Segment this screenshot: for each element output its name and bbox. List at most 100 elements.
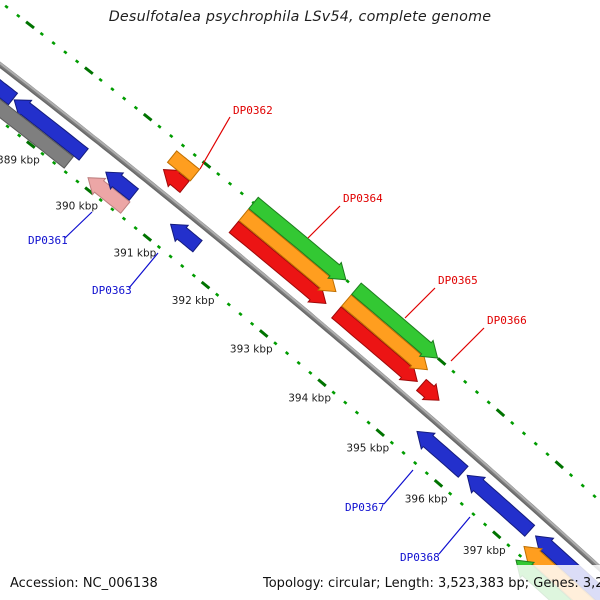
ruler-minor-tick xyxy=(308,370,313,375)
ruler-minor-tick xyxy=(133,105,139,110)
ruler-major-tick xyxy=(492,530,502,540)
genome-backbone xyxy=(0,61,600,573)
ruler-major-tick xyxy=(433,478,444,488)
accession-text: Accession: NC_006138 xyxy=(10,576,158,591)
ruler-minor-tick xyxy=(459,501,464,506)
gene-arrow-DP0365-a xyxy=(330,306,418,382)
ruler-minor-tick xyxy=(191,273,197,278)
ruler-minor-tick xyxy=(216,172,221,177)
ruler-minor-tick xyxy=(510,420,515,426)
ruler-minor-tick xyxy=(98,77,103,82)
ruler-major-tick xyxy=(25,140,36,149)
ruler-minor-tick xyxy=(17,133,22,138)
ruler-minor-tick xyxy=(63,50,68,55)
gene-label-DP0364: DP0364 xyxy=(343,192,383,205)
gene-arrow-DP0366 xyxy=(415,378,440,401)
ruler-minor-tick xyxy=(451,369,456,374)
ruler-minor-tick xyxy=(521,431,527,436)
ruler-minor-tick xyxy=(568,473,574,478)
genome-backbone-highlight xyxy=(0,61,600,568)
leader-line-DP0364 xyxy=(307,205,341,239)
leader-line-DP0368 xyxy=(438,516,471,555)
ruler-minor-tick xyxy=(424,471,429,476)
gene-arrow-DP0365-b xyxy=(340,294,429,371)
ruler-minor-tick xyxy=(168,254,173,259)
ruler-minor-tick xyxy=(447,491,453,496)
ruler-minor-tick xyxy=(40,151,45,156)
genome-backbone-shadow xyxy=(0,66,600,572)
gene-label-DP0365: DP0365 xyxy=(438,274,478,287)
ruler-minor-tick xyxy=(110,87,115,92)
ruler-minor-tick xyxy=(413,460,418,466)
gene-arrow-DP0364-b xyxy=(238,208,337,293)
ruler-minor-tick xyxy=(39,31,44,37)
ruler-minor-tick xyxy=(16,13,21,18)
kbp-label-390: 390 kbp xyxy=(55,201,98,213)
ruler-minor-tick xyxy=(192,152,197,158)
leader-line-DP0365 xyxy=(404,287,436,319)
ruler-minor-tick xyxy=(533,441,538,446)
kbp-label-389: 389 kbp xyxy=(0,155,40,167)
gene-arrow-DP0365-c xyxy=(350,282,439,359)
ruler-minor-tick xyxy=(249,321,255,326)
ruler-major-tick xyxy=(84,66,94,75)
ruler-minor-tick xyxy=(331,390,336,395)
ruler-minor-tick xyxy=(284,351,290,356)
ruler-minor-tick xyxy=(580,483,585,488)
ruler-minor-tick xyxy=(239,191,244,196)
ruler-minor-tick xyxy=(517,553,523,558)
kbp-label-397: 397 kbp xyxy=(463,545,506,557)
ruler-minor-tick xyxy=(238,312,243,317)
ruler-major-tick xyxy=(25,20,35,30)
gene-arrow-cds-1 xyxy=(0,78,19,106)
ruler-minor-tick xyxy=(51,41,56,46)
ruler-minor-tick xyxy=(122,96,127,101)
genome-backbone-layer xyxy=(0,61,600,573)
ruler-major-tick xyxy=(142,233,153,242)
gene-label-DP0368: DP0368 xyxy=(400,551,440,564)
ruler-minor-tick xyxy=(180,263,185,269)
ruler-minor-tick xyxy=(157,124,162,129)
ruler-major-tick xyxy=(375,428,385,438)
genome-title: Desulfotalea psychrophila LSv54, complet… xyxy=(108,9,492,25)
gene-label-DP0363: DP0363 xyxy=(92,284,132,297)
gene-arrow-DP0364-c xyxy=(248,196,347,281)
ruler-minor-tick xyxy=(486,400,491,405)
gene-label-DP0361: DP0361 xyxy=(28,234,68,247)
leader-line-DP0367 xyxy=(383,469,414,505)
gene-arrow-DP0362 xyxy=(166,150,201,182)
ruler-minor-tick xyxy=(463,379,468,384)
ruler-minor-tick xyxy=(354,410,360,415)
ruler-major-tick xyxy=(258,329,269,338)
annotation-labels-layer: 389 kbp 390 kbp 391 kbp 392 kbp 393 kbp 394 k… xyxy=(0,104,527,564)
ruler-major-tick xyxy=(142,112,153,122)
ruler-major-tick xyxy=(436,357,447,366)
genes-layer xyxy=(0,78,600,600)
ruler-minor-tick xyxy=(169,133,174,139)
gene-arrow-DP0364-a xyxy=(228,220,327,305)
ruler-minor-tick xyxy=(227,181,233,186)
ruler-minor-tick xyxy=(156,244,162,250)
ruler-minor-tick xyxy=(482,522,488,527)
kbp-label-391: 391 kbp xyxy=(114,248,157,260)
ruler-major-tick xyxy=(317,378,327,388)
ruler-minor-tick xyxy=(51,160,57,166)
gene-arrow-DP0368 xyxy=(466,474,536,537)
ruler-minor-tick xyxy=(75,179,80,184)
gene-arrow-DP0361 xyxy=(87,177,131,214)
leader-line-DP0366 xyxy=(450,327,485,362)
ruler-minor-tick xyxy=(180,143,186,148)
gene-label-DP0362: DP0362 xyxy=(233,104,273,117)
ruler-minor-tick xyxy=(215,292,220,297)
ruler-minor-tick xyxy=(343,400,348,405)
ruler-minor-tick xyxy=(345,279,350,284)
kbp-label-393: 393 kbp xyxy=(230,344,273,356)
gene-arrow-cds-2 xyxy=(13,99,89,161)
status-bar: Accession: NC_006138 Topology: circular;… xyxy=(0,565,600,600)
gene-label-DP0367: DP0367 xyxy=(345,501,385,514)
ruler-minor-tick xyxy=(98,197,103,203)
ruler-minor-tick xyxy=(226,302,231,307)
ruler-minor-tick xyxy=(273,341,278,346)
ruler-minor-tick xyxy=(389,440,395,445)
